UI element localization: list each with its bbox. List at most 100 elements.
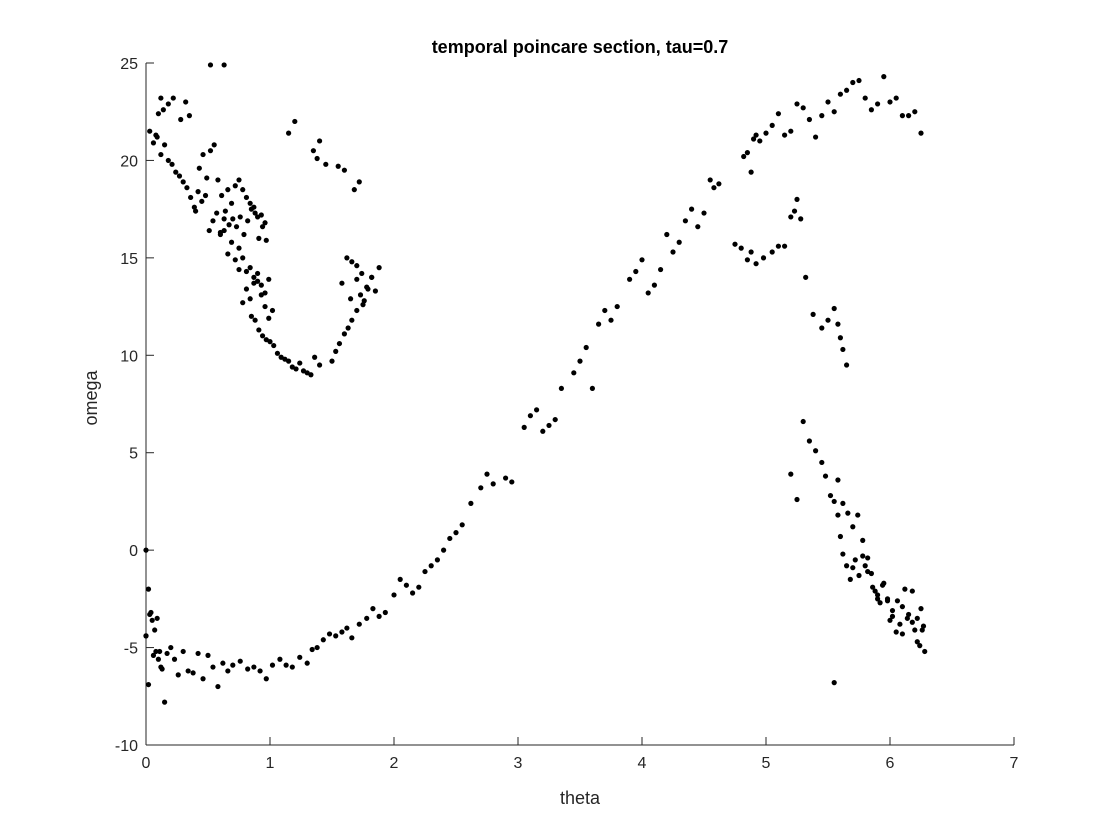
data-point bbox=[190, 670, 196, 676]
data-point bbox=[178, 116, 184, 123]
data-point bbox=[255, 270, 261, 277]
data-point bbox=[289, 664, 295, 670]
data-point bbox=[741, 153, 747, 160]
data-point bbox=[297, 360, 303, 366]
data-point bbox=[810, 311, 816, 317]
data-point bbox=[589, 385, 596, 392]
data-point bbox=[370, 606, 376, 612]
data-point bbox=[775, 243, 782, 249]
data-point bbox=[339, 280, 345, 286]
data-points bbox=[143, 62, 928, 705]
data-point bbox=[205, 652, 211, 658]
data-point bbox=[199, 198, 205, 204]
data-point bbox=[835, 477, 841, 483]
data-point bbox=[263, 676, 269, 682]
data-point bbox=[292, 118, 298, 125]
data-point bbox=[247, 200, 253, 206]
data-point bbox=[221, 216, 227, 222]
data-point bbox=[803, 274, 809, 280]
data-point bbox=[806, 438, 813, 444]
data-point bbox=[245, 218, 251, 224]
data-point bbox=[835, 512, 841, 518]
data-point bbox=[339, 629, 345, 635]
y-tick-label: 5 bbox=[129, 446, 138, 463]
data-point bbox=[286, 130, 292, 136]
data-point bbox=[509, 479, 515, 485]
data-point bbox=[382, 609, 388, 616]
data-point bbox=[837, 335, 844, 341]
y-tick-label: 15 bbox=[120, 251, 138, 268]
data-point bbox=[503, 475, 509, 481]
x-tick-label: 3 bbox=[514, 755, 523, 772]
data-point bbox=[173, 169, 179, 175]
data-point bbox=[247, 265, 253, 271]
data-point bbox=[233, 224, 240, 230]
data-point bbox=[806, 116, 813, 123]
data-point bbox=[831, 305, 837, 312]
data-point bbox=[169, 161, 175, 167]
data-point bbox=[670, 249, 676, 255]
data-point bbox=[258, 212, 264, 218]
data-point bbox=[240, 255, 246, 261]
data-point bbox=[403, 582, 409, 588]
data-point bbox=[558, 385, 565, 392]
data-point bbox=[154, 615, 160, 621]
data-point bbox=[602, 307, 608, 314]
data-point bbox=[258, 292, 264, 298]
data-point bbox=[716, 181, 722, 187]
data-point bbox=[215, 683, 221, 690]
data-point bbox=[155, 111, 161, 117]
data-point bbox=[645, 290, 651, 296]
data-point bbox=[459, 522, 465, 528]
data-point bbox=[844, 87, 850, 93]
data-point bbox=[922, 648, 928, 655]
data-point bbox=[335, 163, 341, 169]
data-point bbox=[819, 113, 825, 119]
data-point bbox=[798, 216, 804, 222]
data-point bbox=[310, 148, 316, 154]
data-point bbox=[237, 658, 243, 664]
data-point bbox=[357, 292, 364, 298]
data-point bbox=[856, 77, 862, 84]
data-point bbox=[769, 249, 775, 255]
data-point bbox=[236, 177, 242, 183]
data-point bbox=[143, 547, 149, 553]
data-point bbox=[243, 268, 250, 275]
data-point bbox=[341, 167, 347, 173]
data-point bbox=[782, 132, 788, 138]
data-point bbox=[794, 101, 800, 107]
data-point bbox=[840, 346, 846, 353]
data-point bbox=[689, 206, 695, 212]
data-point bbox=[676, 239, 682, 245]
data-point bbox=[326, 631, 333, 637]
data-point bbox=[207, 62, 214, 68]
data-point bbox=[744, 257, 751, 263]
data-point bbox=[782, 243, 788, 249]
data-point bbox=[359, 270, 365, 277]
data-point bbox=[744, 150, 751, 156]
data-point bbox=[788, 214, 794, 220]
data-point bbox=[168, 644, 174, 651]
data-point bbox=[219, 192, 225, 199]
data-point bbox=[837, 91, 844, 97]
x-tick-label: 5 bbox=[762, 755, 771, 772]
data-point bbox=[904, 615, 910, 621]
data-point bbox=[875, 592, 881, 598]
data-point bbox=[344, 255, 350, 261]
data-point bbox=[912, 109, 918, 115]
data-point bbox=[143, 633, 149, 639]
data-point bbox=[894, 598, 901, 604]
data-point bbox=[159, 666, 165, 672]
data-point bbox=[881, 74, 887, 80]
data-point bbox=[879, 582, 886, 588]
data-point bbox=[840, 551, 846, 557]
data-point bbox=[664, 231, 670, 238]
data-point bbox=[428, 563, 434, 569]
data-point bbox=[791, 208, 798, 214]
data-point bbox=[356, 179, 362, 185]
data-point bbox=[269, 307, 276, 314]
data-point bbox=[354, 276, 360, 282]
data-point bbox=[349, 635, 355, 641]
data-point bbox=[422, 568, 428, 575]
